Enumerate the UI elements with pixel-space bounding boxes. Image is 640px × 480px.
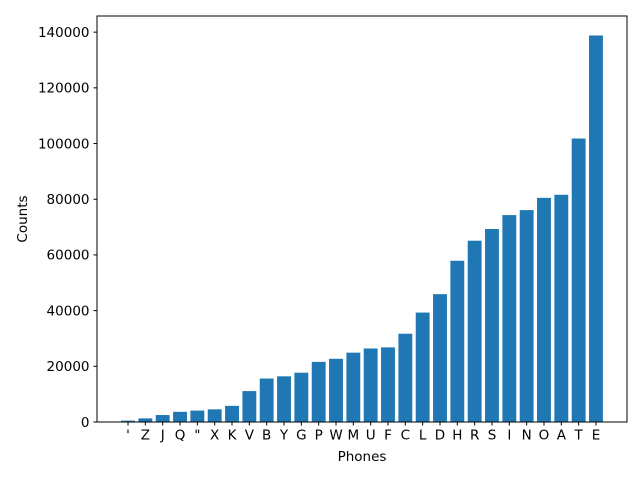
x-tick-label: O <box>539 428 550 444</box>
x-tick-label: I <box>507 428 511 444</box>
y-tick-label: 40000 <box>47 303 90 319</box>
bar <box>537 197 551 422</box>
x-tick-label: P <box>315 428 323 444</box>
x-tick-label: W <box>329 428 342 444</box>
bar <box>121 420 135 422</box>
bar <box>311 361 326 422</box>
bar <box>242 391 257 422</box>
x-axis: ' Z J Q " X K V B Y G P W M U F C L D H R S I N O A T E <box>126 422 600 444</box>
x-tick-label: V <box>245 428 255 444</box>
x-tick-label: R <box>470 428 479 444</box>
y-axis-label: Counts <box>15 195 31 242</box>
x-tick-label: J <box>160 428 165 444</box>
bar <box>433 294 447 422</box>
x-tick-label: D <box>435 428 445 444</box>
bar <box>138 418 153 422</box>
bar <box>363 348 378 422</box>
bar <box>589 35 603 423</box>
x-tick-label: E <box>592 428 601 444</box>
y-tick-label: 60000 <box>47 248 90 264</box>
bar <box>415 312 430 422</box>
bar <box>554 194 569 422</box>
bar <box>173 411 187 422</box>
bar <box>155 415 170 422</box>
x-tick-label: X <box>210 428 219 444</box>
bar <box>259 378 274 422</box>
x-tick-label: Z <box>141 428 150 444</box>
bar <box>207 409 222 422</box>
bar <box>398 333 413 422</box>
x-tick-label: K <box>228 428 238 444</box>
bar <box>502 215 517 422</box>
y-axis: 0 20000 40000 60000 80000 100000 120000 140000 <box>38 25 97 431</box>
bar <box>294 372 309 422</box>
bars-group <box>121 35 603 423</box>
x-tick-label: U <box>366 428 376 444</box>
y-tick-label: 100000 <box>38 136 90 152</box>
y-tick-label: 140000 <box>38 25 90 41</box>
x-tick-label: A <box>557 428 567 444</box>
x-tick-label: T <box>574 428 584 444</box>
x-tick-label: Q <box>175 428 186 444</box>
bar <box>519 210 534 422</box>
y-tick-label: 20000 <box>47 359 90 375</box>
x-tick-label: N <box>522 428 532 444</box>
x-tick-label: B <box>262 428 271 444</box>
x-tick-label: H <box>452 428 462 444</box>
bar <box>190 410 205 422</box>
bar <box>467 240 482 422</box>
bar <box>329 358 343 422</box>
bar <box>571 138 586 422</box>
bar <box>346 352 361 422</box>
x-tick-label: ' <box>126 428 130 444</box>
x-tick-label: F <box>384 428 392 444</box>
bar <box>485 229 499 422</box>
y-tick-label: 0 <box>81 415 90 431</box>
x-tick-label: " <box>194 428 200 444</box>
y-tick-label: 120000 <box>38 81 90 97</box>
x-tick-label: S <box>488 428 497 444</box>
bar <box>277 376 291 422</box>
bar <box>450 260 465 422</box>
bar <box>381 347 395 422</box>
plot-area-border <box>96 15 628 423</box>
x-tick-label: G <box>296 428 306 444</box>
x-tick-label: M <box>348 428 360 444</box>
y-tick-label: 80000 <box>47 192 90 208</box>
x-tick-label: Y <box>279 428 289 444</box>
bar <box>225 405 239 422</box>
x-tick-label: L <box>419 428 427 444</box>
x-tick-label: C <box>401 428 410 444</box>
x-axis-label: Phones <box>338 449 387 465</box>
